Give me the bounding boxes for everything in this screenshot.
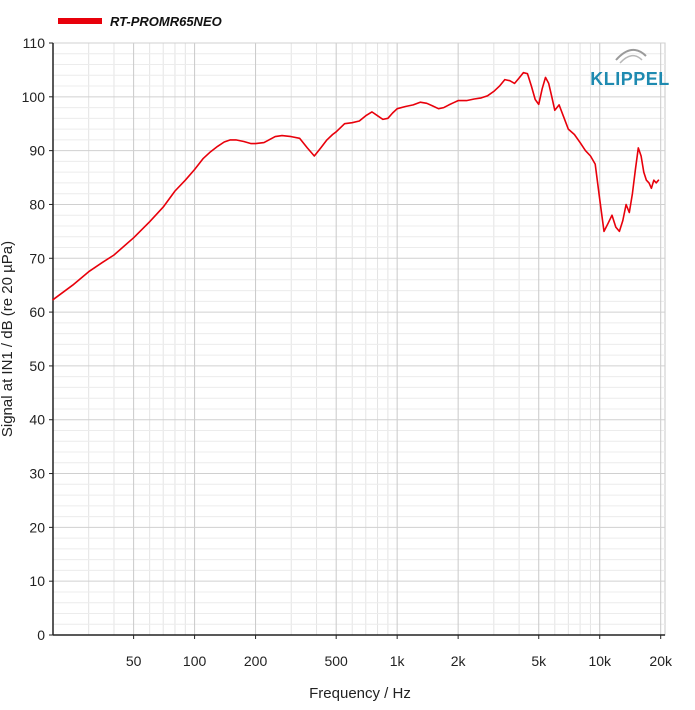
logo-text: KLIPPEL — [590, 69, 670, 89]
x-tick-label: 50 — [126, 653, 142, 669]
x-tick-label: 1k — [390, 653, 406, 669]
y-tick-label: 100 — [22, 89, 46, 105]
y-tick-label: 80 — [29, 196, 45, 212]
y-tick-label: 10 — [29, 573, 45, 589]
x-tick-labels: 50 100 200 500 1k 2k 5k 10k 20k — [126, 635, 673, 669]
x-tick-label: 2k — [451, 653, 467, 669]
y-tick-label: 30 — [29, 466, 45, 482]
x-tick-label: 500 — [324, 653, 348, 669]
x-tick-label: 20k — [649, 653, 673, 669]
y-tick-label: 60 — [29, 304, 45, 320]
klippel-logo: KLIPPEL — [590, 49, 670, 89]
legend-label: RT-PROMR65NEO — [110, 14, 222, 29]
axes — [52, 43, 665, 636]
x-tick-label: 100 — [183, 653, 207, 669]
y-axis-title: Signal at IN1 / dB (re 20 µPa) — [0, 241, 16, 437]
logo-arc-inner — [619, 54, 643, 64]
y-tick-label: 50 — [29, 358, 45, 374]
series-layer — [52, 71, 660, 301]
x-tick-label: 5k — [531, 653, 547, 669]
x-tick-label: 200 — [244, 653, 268, 669]
y-tick-label: 0 — [37, 627, 45, 643]
legend-swatch — [58, 18, 102, 24]
x-axis-title: Frequency / Hz — [309, 685, 411, 702]
logo-arc — [615, 49, 647, 61]
minor-grid — [53, 43, 665, 635]
y-tick-label: 40 — [29, 412, 45, 428]
series-line — [52, 71, 660, 301]
y-tick-label: 110 — [23, 35, 46, 51]
legend: RT-PROMR65NEO — [58, 14, 222, 29]
plot-frame — [52, 42, 666, 636]
y-tick-label: 70 — [29, 250, 45, 266]
y-tick-labels: 0 10 20 30 40 50 60 70 80 90 100 110 — [22, 35, 53, 643]
plot-area — [52, 42, 666, 636]
y-tick-label: 90 — [29, 143, 45, 159]
y-tick-label: 20 — [29, 519, 45, 535]
x-tick-label: 10k — [588, 653, 612, 669]
